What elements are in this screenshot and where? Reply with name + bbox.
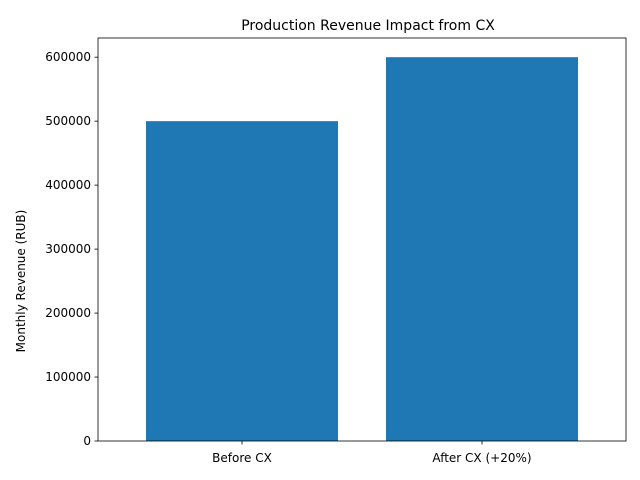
y-tick-label: 500000	[45, 114, 91, 128]
plot-frame	[97, 37, 627, 442]
x-tick-label: Before CX	[212, 451, 272, 465]
bar-1	[146, 121, 338, 442]
chart-title: Production Revenue Impact from CX	[241, 18, 495, 34]
bar-2	[386, 57, 578, 441]
x-tick-label: After CX (+20%)	[432, 451, 531, 465]
y-tick-label: 600000	[45, 50, 91, 64]
y-tick-label: 100000	[45, 370, 91, 384]
bars-group	[146, 57, 578, 442]
y-tick-label: 400000	[45, 178, 91, 192]
y-tick-label: 200000	[45, 306, 91, 320]
plot-spines	[97, 37, 627, 442]
y-tick-label: 300000	[45, 242, 91, 256]
y-axis-label: Monthly Revenue (RUB)	[14, 210, 28, 353]
y-tick-label: 0	[83, 434, 91, 448]
x-axis-ticks: Before CX After CX (+20%)	[212, 441, 532, 465]
y-axis-ticks: 0 100000 200000 300000 400000 500000 600000	[45, 50, 98, 448]
